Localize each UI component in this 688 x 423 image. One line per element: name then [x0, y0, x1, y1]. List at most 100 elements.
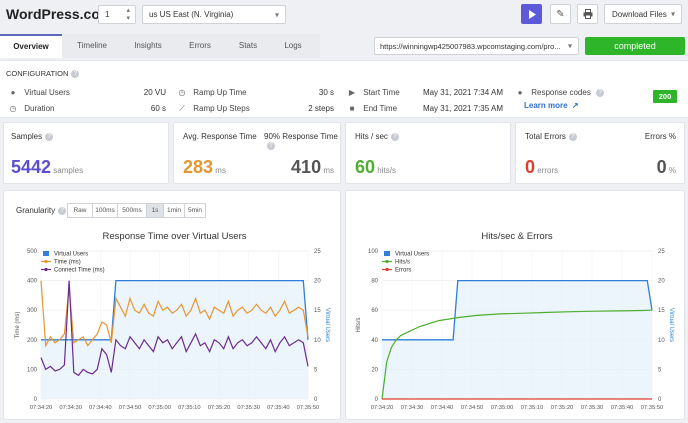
granularity-option-500ms[interactable]: 500ms	[117, 203, 147, 218]
play-button[interactable]	[521, 4, 542, 24]
duration-value: 60 s	[150, 104, 166, 113]
x-tick-label: 07:35:50	[641, 405, 664, 411]
ramp-up-steps-value: 2 steps	[308, 104, 334, 113]
y-tick-label: 300	[27, 308, 38, 314]
granularity-label: Granularity?	[16, 206, 67, 215]
tab-overview[interactable]: Overview	[0, 34, 62, 58]
virtual-users-label: Virtual Users	[24, 88, 70, 97]
x-tick-label: 07:35:40	[611, 405, 634, 411]
start-time-value: May 31, 2021 7:34 AM	[422, 88, 503, 97]
legend-marker	[385, 267, 389, 272]
clock-icon: ◷	[9, 104, 17, 113]
series-area-virtual-users	[382, 280, 652, 399]
virtual-users-row: ● Virtual Users 20 VU	[8, 88, 166, 97]
edit-button[interactable]: ✎	[550, 4, 571, 24]
y2-tick-label: 15	[658, 308, 665, 314]
legend-swatch	[384, 251, 390, 256]
start-time-label: Start Time	[363, 88, 400, 97]
tab-bar: Overview Timeline Insights Errors Stats …	[0, 34, 320, 58]
download-files-select[interactable]: Download Files ▾	[604, 4, 682, 24]
avg-response-time-value: 283	[183, 157, 214, 177]
samples-header: Samples?	[11, 132, 54, 141]
stepper-icon[interactable]: ▴ ▾	[126, 7, 130, 22]
configuration-title-text: CONFIGURATION	[6, 69, 69, 78]
y-tick-label: 100	[27, 367, 38, 373]
play-icon	[528, 9, 536, 19]
help-icon[interactable]: ?	[390, 132, 399, 141]
chevron-down-icon: ▾	[274, 10, 279, 19]
configuration-panel: CONFIGURATION? ● Virtual Users 20 VU ◷ D…	[0, 60, 688, 118]
x-tick-label: 07:35:20	[551, 405, 574, 411]
external-link-icon: ↗	[571, 101, 579, 110]
tab-logs[interactable]: Logs	[284, 41, 302, 50]
print-button[interactable]	[577, 4, 598, 24]
clock-icon: ◷	[178, 88, 186, 97]
granularity-option-1s[interactable]: 1s	[146, 203, 164, 218]
p90-unit: ms	[323, 166, 334, 175]
legend-marker	[44, 267, 48, 272]
stop-icon: ■	[349, 104, 355, 113]
help-icon[interactable]: ?	[71, 70, 80, 79]
help-icon[interactable]: ?	[596, 88, 605, 97]
user-icon: ●	[10, 88, 16, 97]
x-tick-label: 07:35:10	[521, 405, 544, 411]
legend-swatch	[43, 251, 49, 256]
total-errors-metric: 0 errors	[525, 157, 558, 178]
total-errors-unit: errors	[537, 166, 559, 175]
series-line-hits-s	[381, 309, 653, 400]
errors-pct-value: 0	[656, 157, 667, 177]
x-tick-label: 07:35:30	[581, 405, 604, 411]
y2-tick-label: 25	[314, 249, 321, 255]
tab-errors[interactable]: Errors	[189, 41, 211, 50]
count-stepper[interactable]: 1 ▴ ▾	[98, 5, 136, 24]
help-icon[interactable]: ?	[58, 206, 67, 215]
p90-header: 90% Response Time?	[264, 132, 340, 150]
chevron-down-icon: ▾	[670, 9, 675, 19]
help-icon[interactable]: ?	[45, 132, 54, 141]
region-select[interactable]: us US East (N. Virginia) ▾	[142, 5, 286, 24]
hits-label: Hits / sec	[355, 132, 388, 141]
help-icon[interactable]: ?	[267, 141, 275, 150]
x-tick-label: 07:35:20	[208, 405, 231, 411]
y2-tick-label: 20	[314, 279, 321, 285]
series-line-time-ms-	[40, 280, 309, 348]
avg-response-time-unit: ms	[215, 166, 226, 175]
target-url-value: https://winningwp425007983.wpcomstaging.…	[380, 42, 561, 51]
virtual-users-value: 20 VU	[143, 88, 166, 97]
legend-label: Virtual Users	[54, 252, 88, 258]
tab-stats[interactable]: Stats	[238, 41, 258, 50]
ramp-up-steps-row: ⟋ Ramp Up Steps 2 steps	[177, 104, 334, 114]
legend-marker	[385, 259, 389, 264]
tab-timeline[interactable]: Timeline	[77, 41, 107, 50]
samples-unit: samples	[53, 166, 84, 175]
learn-more-link[interactable]: Learn more ↗	[524, 101, 579, 110]
legend-label: Time (ms)	[54, 260, 81, 266]
help-icon[interactable]: ?	[568, 132, 577, 141]
end-time-value: May 31, 2021 7:35 AM	[422, 104, 503, 113]
granularity-option-100ms[interactable]: 100ms	[92, 203, 118, 218]
response-time-chart-panel: Granularity? Raw 100ms 500ms 1s 1min 5min Res…	[3, 190, 341, 420]
download-files-label: Download Files	[612, 10, 667, 19]
legend-label: Virtual Users	[395, 252, 429, 258]
chevron-down-icon: ▾	[567, 41, 572, 51]
status-badge: completed	[585, 37, 685, 55]
x-tick-label: 07:34:30	[59, 405, 82, 411]
granularity-option-raw[interactable]: Raw	[67, 203, 93, 218]
target-url-select[interactable]: https://winningwp425007983.wpcomstaging.…	[374, 37, 579, 55]
granularity-option-5min[interactable]: 5min	[184, 203, 206, 218]
granularity-option-1min[interactable]: 1min	[163, 203, 185, 218]
x-tick-label: 07:34:50	[119, 405, 142, 411]
count-value: 1	[105, 10, 110, 19]
y2-tick-label: 5	[658, 367, 662, 373]
x-tick-label: 07:34:20	[30, 405, 53, 411]
series-line-connect-time-ms-	[40, 280, 309, 377]
duration-label: Duration	[24, 104, 55, 113]
x-tick-label: 07:35:00	[491, 405, 514, 411]
response-code-badge: 200	[653, 90, 677, 103]
y-axis-label: Time (ms)	[15, 312, 21, 339]
response-time-chart: Response Time over Virtual Users01002003…	[15, 231, 330, 411]
errors-card: Total Errors? Errors % 0 errors 0 %	[515, 122, 685, 184]
ramp-up-time-value: 30 s	[318, 88, 334, 97]
chart-title: Hits/sec & Errors	[481, 231, 553, 242]
tab-insights[interactable]: Insights	[134, 41, 162, 50]
